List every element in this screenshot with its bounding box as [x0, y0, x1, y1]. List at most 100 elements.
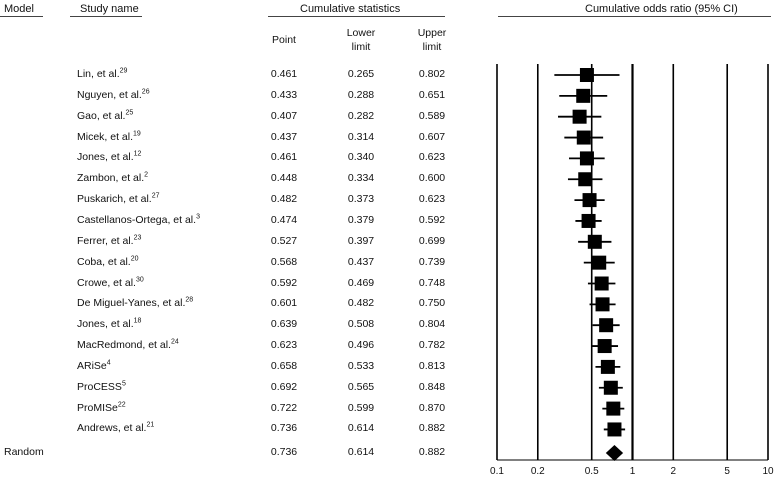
- reference-superscript: 22: [117, 401, 126, 409]
- reference-superscript: 26: [141, 88, 150, 96]
- study-lower-value: 0.437: [347, 255, 375, 268]
- model-label: Random: [4, 446, 44, 458]
- study-point-value: 0.407: [270, 109, 298, 122]
- study-upper-value: 0.882: [418, 422, 446, 435]
- study-point-value: 0.568: [270, 255, 298, 268]
- reference-superscript: 30: [135, 276, 144, 283]
- point-estimate-marker: [595, 297, 610, 312]
- study-lower-value: 0.482: [347, 297, 375, 310]
- study-lower-value: 0.314: [347, 130, 375, 143]
- study-point-value: 0.461: [270, 151, 298, 164]
- study-lower-value: 0.340: [347, 151, 375, 164]
- study-upper-value: 0.623: [418, 151, 446, 164]
- study-name-text: Andrews, et al.: [77, 422, 147, 435]
- study-name: Micek, et al.19: [77, 130, 141, 143]
- study-lower-value: 0.508: [347, 318, 375, 331]
- x-tick-label: 0.1: [490, 466, 504, 477]
- reference-superscript: 24: [170, 338, 179, 346]
- limit-label: limit: [422, 41, 442, 53]
- study-name-text: Ferrer, et al.: [77, 234, 134, 247]
- point-estimate-marker: [576, 130, 591, 145]
- study-point-value: 0.592: [270, 276, 298, 289]
- study-point-value: 0.601: [270, 297, 298, 310]
- reference-superscript: 28: [185, 296, 194, 304]
- study-lower-value: 0.614: [347, 422, 375, 435]
- x-tick-label: 1: [630, 466, 636, 477]
- study-lower-value: 0.265: [347, 68, 375, 80]
- study-lower-value: 0.334: [347, 172, 375, 185]
- study-point-value: 0.474: [270, 213, 298, 226]
- upper-limit-column-header: Upper limit: [402, 26, 462, 54]
- summary-lower: 0.614: [347, 446, 375, 458]
- study-upper-value: 0.699: [418, 234, 446, 247]
- study-point-value: 0.736: [270, 422, 298, 435]
- point-estimate-marker: [592, 255, 607, 270]
- study-point-value: 0.482: [270, 193, 298, 206]
- reference-superscript: 21: [146, 421, 155, 429]
- limit-label: limit: [351, 41, 371, 53]
- summary-diamond: [605, 445, 624, 461]
- point-column-header: Point: [272, 34, 296, 46]
- study-name-header: Study name: [80, 3, 139, 15]
- reference-superscript: 27: [151, 192, 160, 200]
- study-name: Crowe, et al.30: [77, 276, 144, 289]
- study-name-text: Castellanos-Ortega, et al.: [77, 213, 197, 226]
- reference-superscript: 20: [130, 255, 139, 263]
- study-upper-value: 0.592: [418, 213, 446, 226]
- study-upper-value: 0.589: [418, 109, 446, 122]
- x-tick-label: 0.5: [585, 466, 599, 477]
- study-upper-value: 0.813: [418, 359, 446, 372]
- point-estimate-marker: [572, 109, 587, 124]
- point-estimate-marker: [606, 401, 621, 416]
- point-estimate-marker: [582, 193, 597, 208]
- study-lower-value: 0.496: [347, 339, 375, 352]
- reference-superscript: 2: [144, 171, 149, 179]
- study-name-text: Micek, et al.: [77, 130, 134, 143]
- study-name: Jones, et al.12: [77, 150, 142, 164]
- study-name-text: Crowe, et al.: [77, 276, 136, 289]
- study-upper-value: 0.802: [418, 68, 446, 80]
- summary-point: 0.736: [270, 446, 298, 458]
- study-name-text: Jones, et al.: [77, 151, 134, 164]
- study-upper-value: 0.804: [418, 318, 446, 331]
- study-name-text: Lin, et al.: [77, 68, 120, 80]
- study-name-text: De Miguel-Yanes, et al.: [77, 297, 186, 310]
- x-tick-label: 5: [724, 466, 730, 477]
- study-name: Andrews, et al.21: [77, 421, 155, 435]
- lower-limit-column-header: Lower limit: [331, 26, 391, 54]
- point-estimate-marker: [607, 422, 622, 437]
- model-header-rule: [0, 16, 43, 17]
- study-name-text: Puskarich, et al.: [77, 193, 152, 206]
- point-estimate-marker: [579, 68, 594, 82]
- reference-superscript: 12: [133, 150, 142, 158]
- point-estimate-marker: [578, 172, 593, 187]
- reference-superscript: 19: [133, 130, 141, 138]
- study-name: MacRedmond, et al.24: [77, 338, 179, 352]
- study-lower-value: 0.379: [347, 213, 375, 226]
- study-upper-value: 0.739: [418, 255, 446, 268]
- plot-title-rule: [498, 16, 771, 17]
- point-estimate-marker: [576, 88, 591, 103]
- study-upper-value: 0.782: [418, 339, 446, 352]
- study-lower-value: 0.282: [347, 109, 375, 122]
- reference-superscript: 23: [133, 234, 142, 242]
- point-estimate-marker: [579, 151, 594, 166]
- study-name-text: Jones, et al.: [77, 318, 134, 331]
- study-lower-value: 0.288: [347, 88, 375, 101]
- study-point-value: 0.658: [270, 359, 298, 372]
- study-lower-value: 0.373: [347, 193, 375, 206]
- lower-label: Lower: [346, 27, 376, 39]
- study-name: ProCESS5: [77, 380, 126, 393]
- point-estimate-marker: [594, 276, 609, 291]
- study-point-value: 0.433: [270, 88, 298, 101]
- study-name-text: ProCESS: [77, 380, 122, 393]
- model-header: Model: [4, 3, 34, 15]
- study-name-text: Zambon, et al.: [77, 172, 145, 185]
- study-name: Nguyen, et al.26: [77, 88, 150, 101]
- study-point-value: 0.692: [270, 380, 298, 393]
- study-upper-value: 0.600: [418, 172, 446, 185]
- reference-superscript: 18: [133, 317, 142, 325]
- study-name: Coba, et al.20: [77, 255, 139, 268]
- study-name-text: MacRedmond, et al.: [77, 339, 171, 352]
